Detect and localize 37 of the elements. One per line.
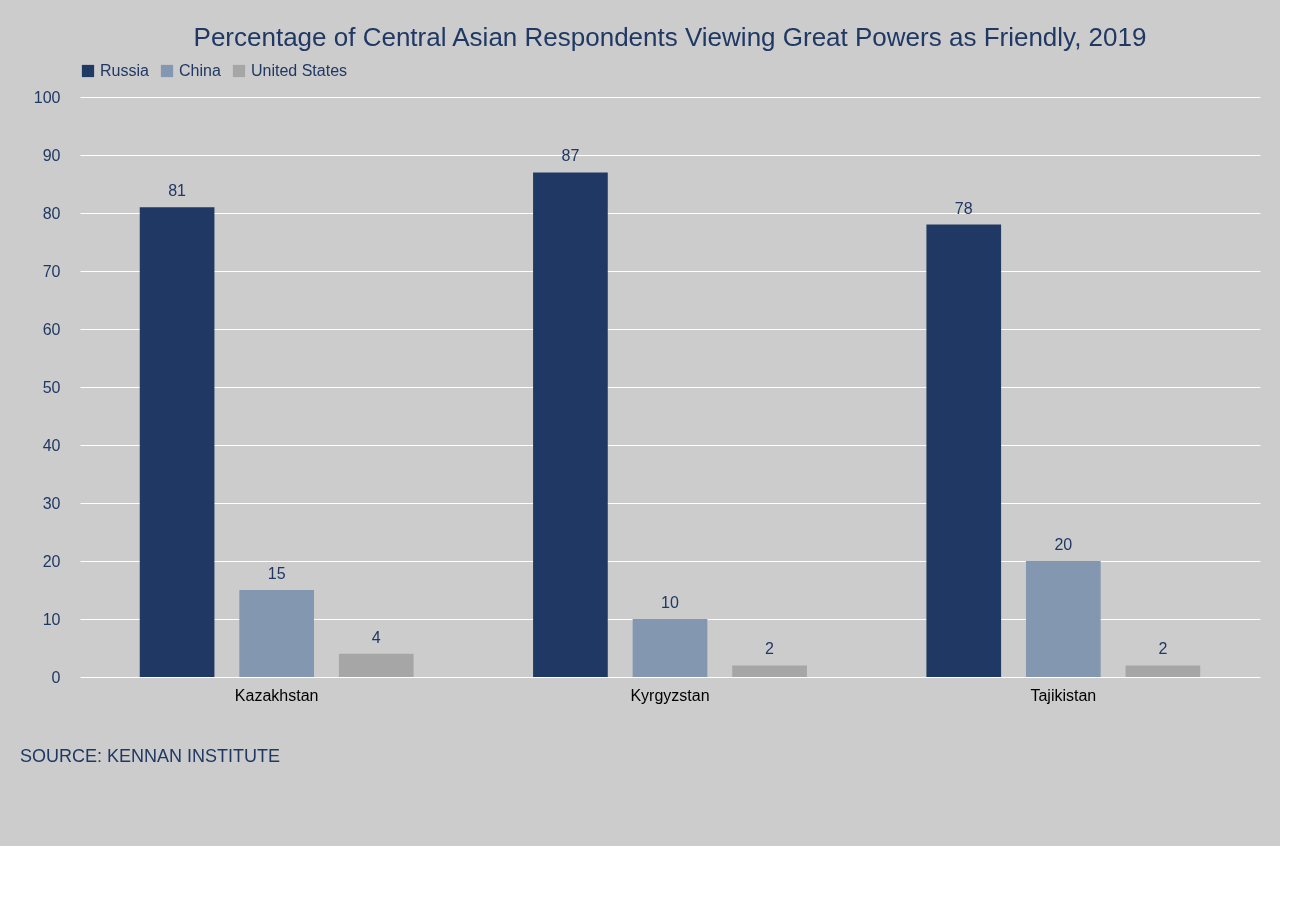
bar (239, 590, 315, 677)
bar (1025, 561, 1101, 677)
data-label: 4 (371, 628, 381, 646)
data-label: 78 (954, 199, 973, 217)
y-tick-label: 60 (42, 320, 61, 338)
y-tick-label: 20 (42, 552, 61, 570)
x-tick-label: Tajikistan (1030, 686, 1097, 704)
y-tick-label: 10 (42, 610, 61, 628)
y-tick-label: 0 (51, 668, 61, 686)
data-label: 87 (561, 147, 580, 165)
y-tick-label: 30 (42, 494, 61, 512)
y-tick-label: 100 (33, 88, 61, 106)
y-tick-label: 70 (42, 262, 61, 280)
chart-title: Percentage of Central Asian Respondents Viewing Great Powers as Friendly, 2019 (193, 22, 1147, 52)
legend-label: United States (251, 62, 348, 79)
data-label: 81 (168, 182, 187, 200)
data-label: 15 (267, 565, 286, 582)
x-tick-label: Kyrgyzstan (630, 686, 710, 704)
x-tick-label: Kazakhstan (234, 686, 319, 704)
y-tick-label: 40 (42, 436, 61, 454)
y-tick-label: 90 (42, 146, 61, 164)
legend-label: Russia (100, 62, 150, 79)
data-label: 2 (1158, 640, 1168, 658)
data-label: 10 (661, 594, 679, 611)
bar (732, 665, 807, 677)
source-note: SOURCE: KENNAN INSTITUTE (20, 746, 281, 766)
data-label: 20 (1054, 536, 1073, 553)
y-tick-label: 50 (42, 378, 61, 396)
bar (139, 207, 215, 677)
bar (338, 653, 414, 677)
data-label: 2 (765, 640, 775, 658)
y-tick-label: 80 (42, 204, 61, 222)
bar (533, 172, 608, 677)
bar (926, 224, 1002, 677)
bar (632, 619, 708, 677)
legend-label: China (179, 62, 221, 79)
bar (1125, 665, 1201, 677)
